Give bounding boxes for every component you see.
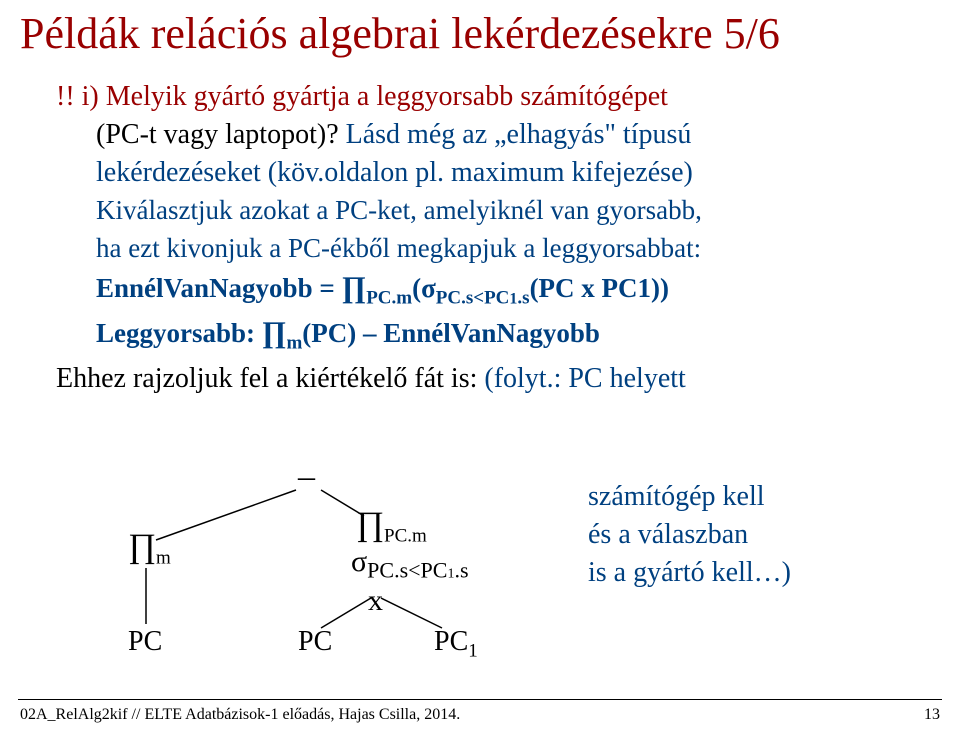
formula2-label: Leggyorsabb: — [96, 318, 262, 348]
formula1-proj: ∏ — [341, 271, 366, 304]
formula2-proj: ∏ — [262, 316, 287, 349]
formula2-sub: m — [286, 333, 302, 354]
tree-pi-pcm-sub: PC.m — [384, 526, 427, 547]
line2-black: (PC-t vagy laptopot)? — [96, 119, 346, 150]
formula1-sub2: PC.s<PC — [436, 288, 510, 309]
tree-sigma-sym: σ — [351, 545, 367, 578]
formula1-sub1: PC.m — [366, 288, 412, 309]
line-3: lekérdezéseket (köv.oldalon pl. maximum … — [96, 154, 940, 192]
slide-title: Példák relációs algebrai lekérdezésekre … — [20, 10, 940, 58]
formula1-open: (σ — [412, 273, 436, 303]
tree-pc1-text: PC — [434, 626, 468, 657]
tree-pi-pcm: ∏PC.m — [356, 506, 427, 548]
tree-pc1-sub: 1 — [468, 641, 478, 662]
tree-sigma-sub-s: .s — [454, 558, 468, 583]
formula-1: EnnélVanNagyobb = ∏PC.m(σPC.s<PC1.s(PC x… — [96, 267, 940, 312]
tree-sigma: σPC.s<PC1.s — [351, 545, 469, 584]
tree-x: x — [368, 584, 383, 618]
bullet-line-1: !! i) Melyik gyártó gyártja a leggyorsab… — [56, 78, 940, 116]
black1-text: Ehhez rajzoljuk fel a kiértékelő fát is: — [56, 363, 484, 394]
side-text-2: és a válaszban — [588, 516, 748, 554]
tree-minus: – — [298, 458, 315, 496]
footer-divider — [18, 699, 942, 700]
formula2-rest: (PC) – EnnélVanNagyobb — [302, 318, 600, 348]
footer-right: 13 — [924, 706, 940, 724]
formula1-label: EnnélVanNagyobb = — [96, 273, 341, 303]
formula-2: Leggyorsabb: ∏m(PC) – EnnélVanNagyobb — [96, 312, 940, 357]
tree-pc-mid: PC — [298, 626, 332, 658]
tree-pc-left: PC — [128, 626, 162, 658]
formula1-close: (PC x PC1)) — [530, 273, 669, 303]
black1-blue: (folyt.: PC helyett — [484, 363, 685, 394]
formula1-sub2-s: .s — [517, 288, 529, 309]
line2-blue: Lásd még az „elhagyás" típusú — [346, 119, 692, 150]
tree-pi-m: ∏m — [128, 528, 171, 570]
black-line-1: Ehhez rajzoljuk fel a kiértékelő fát is:… — [56, 359, 940, 398]
footer: 02A_RelAlg2kif // ELTE Adatbázisok-1 elő… — [20, 706, 940, 724]
tree-pi-pcm-sym: ∏ — [356, 506, 384, 543]
tree-sigma-sub: PC.s<PC — [367, 558, 447, 583]
side-text-3: is a gyártó kell…) — [588, 554, 791, 592]
tree-pi-m-sub: m — [156, 548, 171, 569]
tree-pc1: PC1 — [434, 626, 478, 663]
line-2: (PC-t vagy laptopot)? Lásd még az „elhag… — [96, 116, 940, 154]
footer-left: 02A_RelAlg2kif // ELTE Adatbázisok-1 elő… — [20, 706, 460, 724]
bullet-prefix: !! — [56, 81, 82, 112]
blue-line-1: Kiválasztjuk azokat a PC-ket, amelyiknél… — [96, 192, 940, 230]
bullet-text-1: i) Melyik gyártó gyártja a leggyorsabb s… — [82, 81, 668, 112]
blue-line-2: ha ezt kivonjuk a PC-ékből megkapjuk a l… — [96, 230, 940, 268]
tree-pi-m-sym: ∏ — [128, 528, 156, 565]
side-text-1: számítógép kell — [588, 478, 765, 516]
